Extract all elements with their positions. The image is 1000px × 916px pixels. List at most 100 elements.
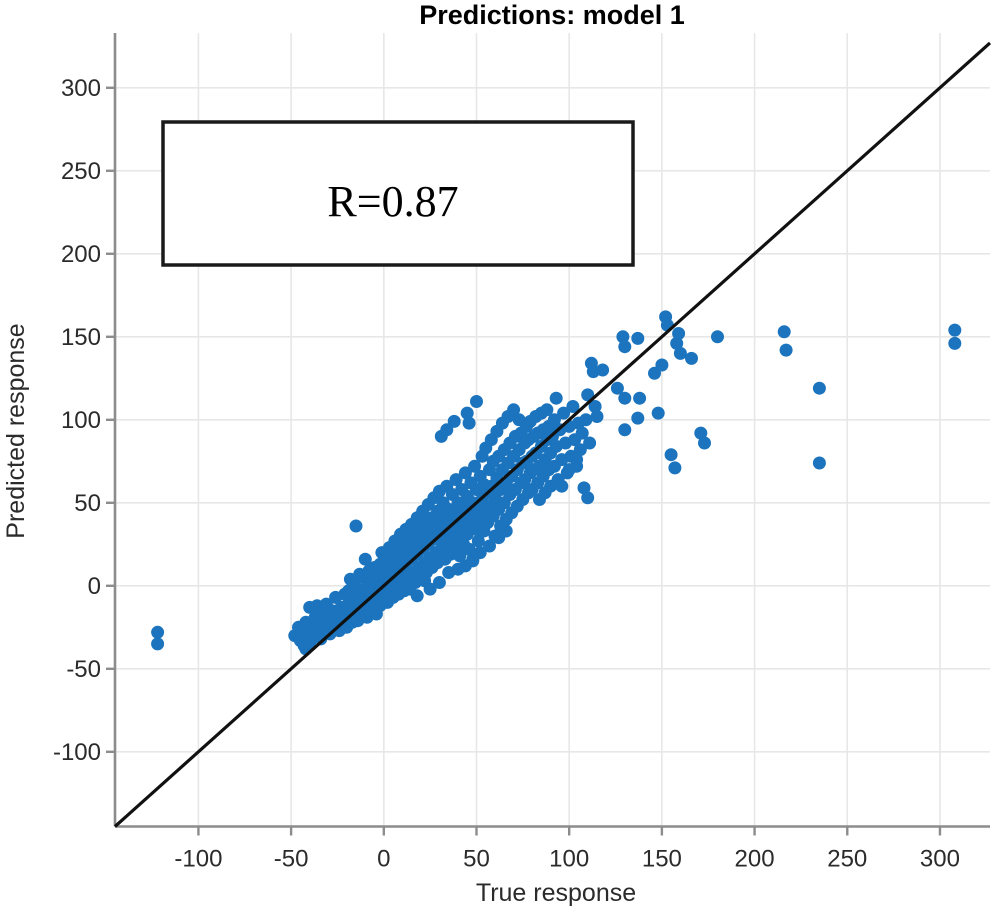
y-tick-label: 200: [61, 241, 101, 268]
scatter-point: [948, 323, 962, 337]
scatter-point: [473, 546, 487, 560]
scatter-point: [618, 340, 632, 354]
scatter-point: [549, 391, 563, 405]
scatter-point: [588, 400, 602, 413]
scatter-point: [432, 576, 446, 589]
scatter-point: [447, 414, 461, 428]
scatter-point: [631, 331, 645, 345]
scatter-point: [562, 463, 576, 477]
scatter-point: [616, 330, 630, 344]
scatter-point: [610, 381, 624, 395]
scatter-point: [651, 406, 665, 420]
x-tick-label: 150: [642, 846, 682, 873]
scatter-point: [648, 366, 661, 380]
scatter-point: [458, 466, 472, 480]
x-tick-label: 50: [463, 846, 490, 873]
annotation-group: R=0.87: [161, 120, 635, 267]
x-tick-label: 100: [549, 846, 589, 873]
scatter-point: [664, 448, 678, 462]
scatter-point: [358, 552, 372, 566]
scatter-point: [812, 381, 826, 395]
scatter-point: [570, 453, 584, 467]
scatter-point: [948, 336, 962, 350]
scatter-point: [507, 403, 521, 417]
scatter-point: [633, 391, 647, 405]
scatter-point: [631, 411, 645, 425]
scatter-point: [711, 330, 724, 344]
scatter-point: [547, 413, 561, 427]
y-tick-label: 250: [61, 158, 101, 185]
x-tick-label: -50: [274, 846, 309, 873]
scatter-point: [449, 473, 463, 487]
scatter-point: [777, 325, 791, 339]
scatter-point: [471, 534, 485, 548]
scatter-point: [470, 395, 483, 408]
scatter-point: [566, 400, 580, 413]
scatter-point: [540, 403, 554, 417]
scatter-point: [423, 582, 437, 596]
scatter-point: [812, 456, 826, 470]
scatter-point: [583, 436, 597, 450]
y-tick-label: 50: [74, 490, 101, 517]
scatter-point: [151, 637, 165, 651]
y-tick-label: 0: [88, 573, 101, 600]
scatter-point: [468, 459, 482, 473]
x-tick-label: 300: [920, 846, 960, 873]
scatter-point: [460, 406, 474, 420]
scatter-point: [462, 542, 476, 556]
y-tick-label: -50: [66, 656, 101, 683]
scatter-point: [410, 589, 424, 603]
x-tick-labels: -100 -50 0 50 100 150 200 250 300: [174, 846, 960, 873]
scatter-point: [440, 423, 454, 437]
scatter-point: [462, 416, 476, 430]
y-axis-label: Predicted response: [2, 323, 30, 538]
scatter-point: [596, 363, 610, 377]
scatter-point: [698, 436, 711, 450]
scatter-point: [555, 479, 569, 493]
y-tick-labels: -100 -50 0 50 100 150 200 250 300: [53, 75, 101, 766]
scatter-point: [668, 461, 682, 475]
scatter-point: [349, 519, 363, 533]
x-tick-label: 0: [377, 846, 390, 873]
scatter-point: [673, 346, 687, 360]
scatter-point: [655, 358, 669, 372]
y-tick-label: 100: [61, 407, 101, 434]
scatter-point: [672, 327, 686, 340]
scatter-point: [581, 491, 595, 505]
scatter-point: [618, 423, 632, 437]
scatter-points: [151, 310, 962, 656]
scatter-point: [579, 413, 593, 427]
scatter-point: [483, 539, 496, 553]
scatter-point: [577, 481, 591, 495]
y-tick-label: 150: [61, 324, 101, 351]
scatter-point: [151, 625, 165, 639]
x-tick-label: -100: [174, 846, 222, 873]
correlation-label: R=0.87: [327, 177, 458, 226]
axes: [113, 33, 990, 828]
scatter-point: [685, 351, 698, 365]
scatter-point: [573, 443, 587, 457]
y-tick-label: -100: [53, 739, 101, 766]
scatter-point: [453, 549, 467, 563]
scatter-point: [581, 388, 595, 402]
scatter-point: [618, 391, 632, 405]
scatter-point: [590, 410, 604, 423]
annotation-box: [161, 120, 635, 267]
x-tick-label: 250: [827, 846, 867, 873]
scatter-point: [694, 426, 708, 440]
scatter-point: [779, 343, 793, 357]
scatter-point: [399, 579, 413, 593]
scatter-point: [557, 406, 571, 420]
y-tick-label: 300: [61, 75, 101, 102]
chart-title: Predictions: model 1: [419, 0, 685, 30]
scatter-point: [488, 529, 502, 543]
x-tick-label: 200: [735, 846, 775, 873]
tick-marks: [106, 86, 942, 836]
x-axis-label: True response: [476, 879, 636, 907]
scatter-point: [575, 426, 589, 440]
scatter-point: [466, 554, 480, 568]
identity-line: [113, 41, 992, 828]
scatter-point: [670, 336, 684, 350]
